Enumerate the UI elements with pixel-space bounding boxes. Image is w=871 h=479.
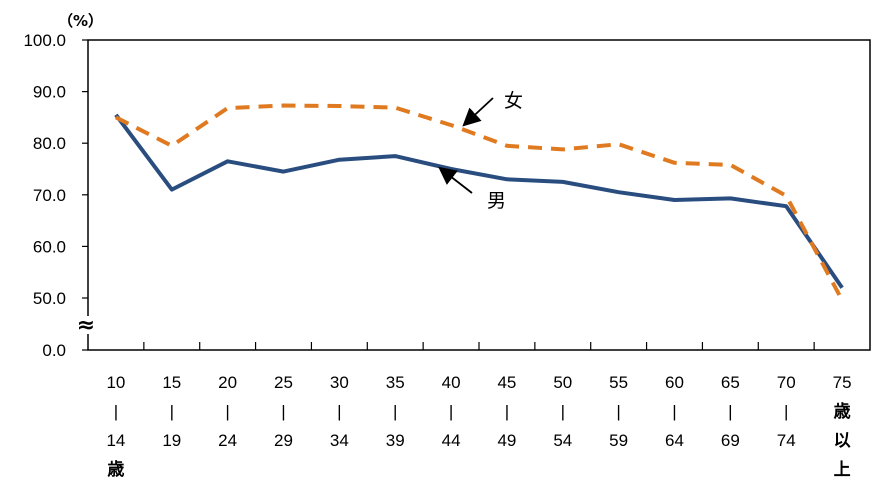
x-category-line: 歳 (834, 401, 851, 422)
x-category-line: 39 (386, 431, 405, 450)
x-category-line: 34 (330, 431, 349, 450)
x-category-label: 45 | 49 (497, 373, 516, 450)
y-tick-label: 70.0 (33, 186, 66, 205)
y-axis-ticks: 100.0 90.0 80.0 70.0 60.0 50.0 0.0 ≈ (23, 31, 100, 360)
x-category-line: | (784, 402, 788, 421)
x-category-line: 10 (106, 373, 125, 392)
x-category-line: 75 (833, 373, 852, 392)
y-tick-label: 0.0 (42, 341, 66, 360)
x-category-line: 14 (106, 431, 125, 450)
x-category-line: 64 (665, 431, 684, 450)
x-category-label: 60 | 64 (665, 373, 684, 450)
x-category-line: 44 (442, 431, 461, 450)
x-category-label: 20 | 24 (218, 373, 237, 450)
x-category-label: 25 | 29 (274, 373, 293, 450)
y-tick-label: 80.0 (33, 134, 66, 153)
x-category-label: 30 | 34 (330, 373, 349, 450)
x-category-line: | (616, 402, 620, 421)
x-category-line: 25 (274, 373, 293, 392)
x-category-label: 65 | 69 (721, 373, 740, 450)
x-category-label: 70 | 74 (777, 373, 796, 450)
x-category-line: 54 (553, 431, 572, 450)
x-category-line: | (225, 402, 229, 421)
x-category-line: 59 (609, 431, 628, 450)
x-category-label: 55 | 59 (609, 373, 628, 450)
x-category-line: 70 (777, 373, 796, 392)
y-tick-label: 60.0 (33, 237, 66, 256)
x-axis-ticks: 10|14歳15|1920|2425|2930|3435|3940|4445|4… (106, 342, 852, 479)
x-category-line: 74 (777, 431, 796, 450)
x-category-line: 30 (330, 373, 349, 392)
x-category-line: | (337, 402, 341, 421)
x-category-line: 60 (665, 373, 684, 392)
x-category-label: 10 | 14 歳 (106, 373, 125, 479)
x-category-line: 69 (721, 431, 740, 450)
x-category-line: 歳 (107, 459, 124, 479)
x-category-line: 以 (834, 431, 851, 451)
series-label: 男 (487, 190, 506, 212)
x-category-line: | (170, 402, 174, 421)
x-category-line: 29 (274, 431, 293, 450)
axis-break-symbol: ≈ (77, 313, 95, 338)
series-line-男 (114, 113, 844, 289)
x-category-line: 45 (497, 373, 516, 392)
x-category-line: 49 (497, 431, 516, 450)
y-tick-label: 50.0 (33, 289, 66, 308)
x-category-line: 50 (553, 373, 572, 392)
x-category-line: 19 (162, 431, 181, 450)
x-category-line: | (114, 402, 118, 421)
x-category-line: 65 (721, 373, 740, 392)
x-category-line: 40 (442, 373, 461, 392)
x-category-line: 24 (218, 431, 237, 450)
series-annotations: 女男 (438, 90, 523, 212)
axes (87, 39, 871, 351)
series-label: 女 (504, 90, 523, 112)
x-category-label: 35 | 39 (386, 373, 405, 450)
x-category-line: | (449, 402, 453, 421)
x-category-line: 上 (834, 460, 851, 479)
x-category-line: | (672, 402, 676, 421)
x-category-line: | (505, 402, 509, 421)
y-axis-unit-label: （%） (58, 12, 103, 30)
series-arrow (438, 166, 473, 194)
x-category-label: 75 歳以上 (833, 373, 852, 479)
y-tick-label: 100.0 (23, 31, 66, 50)
y-tick-label: 90.0 (33, 83, 66, 102)
series-line-女 (114, 103, 844, 302)
x-category-line: | (281, 402, 285, 421)
x-category-label: 50 | 54 (553, 373, 572, 450)
series-lines (114, 103, 844, 302)
x-category-line: 55 (609, 373, 628, 392)
x-category-line: 35 (386, 373, 405, 392)
x-category-line: 15 (162, 373, 181, 392)
x-category-label: 15 | 19 (162, 373, 181, 450)
plot-frame (87, 39, 871, 351)
x-category-line: 20 (218, 373, 237, 392)
series-arrow (462, 97, 494, 127)
x-category-label: 40 | 44 (442, 373, 461, 450)
x-category-line: | (393, 402, 397, 421)
x-category-line: | (728, 402, 732, 421)
x-category-line: | (561, 402, 565, 421)
axis-break-mask (76, 316, 100, 334)
